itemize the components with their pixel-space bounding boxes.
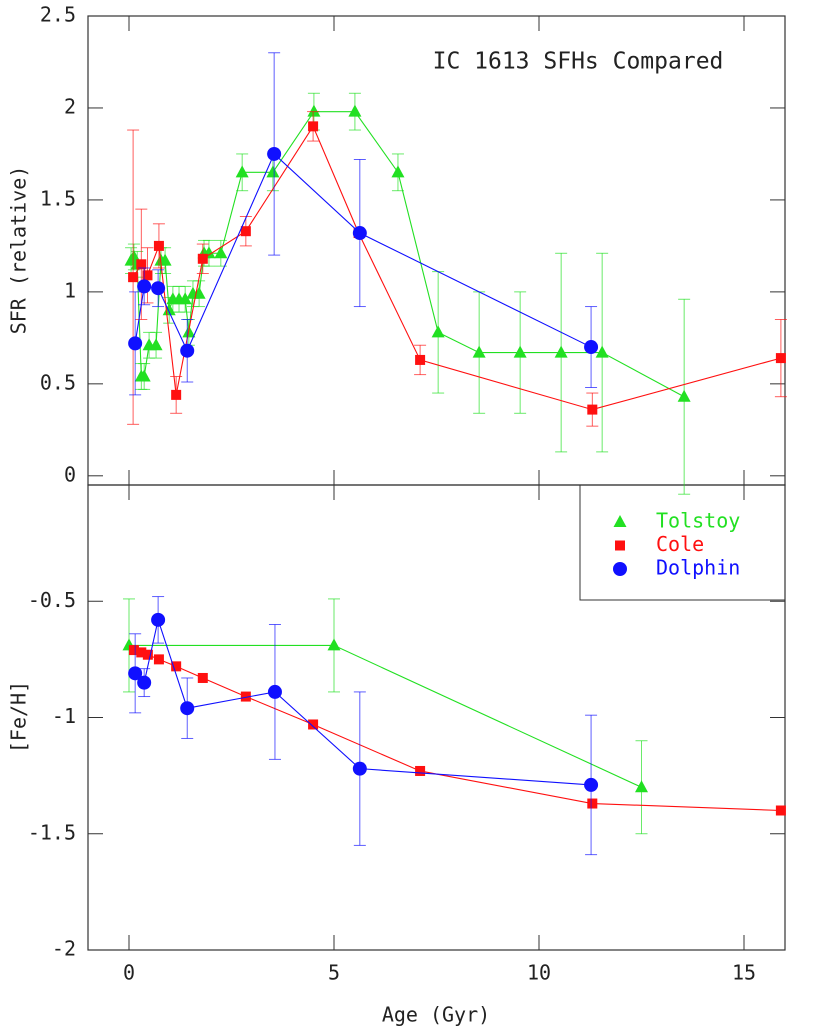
x-tick-label: 10 — [527, 961, 551, 985]
legend-marker — [615, 540, 625, 551]
marker — [180, 343, 195, 358]
y-tick-label: 2.5 — [40, 3, 76, 27]
marker — [142, 270, 153, 281]
top-frame — [87, 15, 786, 486]
marker — [136, 259, 147, 270]
x-tick-label: 0 — [123, 961, 135, 985]
marker — [307, 104, 321, 117]
marker — [137, 675, 152, 690]
marker — [587, 798, 598, 809]
y-tick-label: 2 — [64, 94, 76, 118]
marker — [513, 345, 527, 358]
marker — [142, 649, 153, 660]
marker — [635, 780, 648, 793]
marker — [587, 404, 598, 415]
marker — [584, 777, 599, 792]
marker — [431, 325, 445, 338]
marker — [214, 246, 228, 259]
marker — [775, 805, 786, 816]
marker — [149, 338, 163, 351]
y-tick-label: -0.5 — [28, 588, 76, 612]
y-axis-label: [Fe/H] — [7, 681, 31, 753]
annotation: IC 1613 SFHs Compared — [433, 49, 724, 75]
marker — [554, 345, 568, 358]
marker — [415, 765, 426, 776]
x-tick-label: 15 — [732, 961, 756, 985]
marker — [327, 638, 341, 651]
marker — [240, 691, 251, 702]
marker — [128, 336, 143, 351]
marker — [775, 353, 786, 364]
marker — [267, 146, 282, 161]
legend-label: Cole — [656, 532, 704, 556]
marker — [266, 165, 280, 178]
marker — [415, 354, 426, 365]
marker — [158, 253, 172, 266]
marker — [595, 345, 609, 358]
marker — [391, 165, 405, 178]
marker — [153, 240, 164, 251]
y-tick-label: -1.5 — [28, 820, 76, 844]
marker — [308, 719, 319, 730]
marker — [128, 272, 139, 283]
series-line — [134, 617, 592, 786]
marker — [584, 340, 599, 355]
marker — [136, 647, 147, 658]
y-tick-label: 1 — [64, 278, 76, 302]
marker — [197, 253, 208, 264]
legend-label: Tolstoy — [656, 509, 740, 533]
marker — [472, 345, 486, 358]
marker — [128, 666, 143, 681]
marker — [235, 165, 249, 178]
marker — [180, 701, 195, 716]
marker — [197, 672, 208, 683]
marker — [151, 281, 166, 296]
x-tick-label: 5 — [328, 961, 340, 985]
legend-marker — [613, 515, 627, 527]
marker — [137, 369, 151, 382]
legend-marker — [613, 562, 627, 576]
marker — [171, 389, 182, 400]
marker — [137, 279, 152, 294]
marker — [240, 226, 251, 237]
marker — [348, 104, 362, 117]
series-line — [133, 649, 781, 812]
marker — [153, 654, 164, 665]
marker — [162, 303, 176, 316]
legend-label: Dolphin — [656, 556, 740, 580]
y-tick-label: 1.5 — [40, 186, 76, 210]
y-tick-label: -1 — [52, 704, 76, 728]
y-tick-label: 0 — [64, 462, 76, 486]
marker — [352, 226, 367, 241]
marker — [178, 292, 192, 305]
y-tick-label: 0.5 — [40, 370, 76, 394]
x-axis-label: Age (Gyr) — [382, 1003, 490, 1027]
marker — [267, 684, 282, 699]
y-axis-label: SFR (relative) — [7, 166, 31, 335]
marker — [677, 389, 691, 402]
legend-box — [579, 485, 785, 601]
series-line — [129, 644, 642, 788]
y-tick-label: -2 — [52, 937, 76, 961]
marker — [352, 761, 367, 776]
marker — [128, 645, 139, 656]
marker — [171, 661, 182, 672]
marker — [308, 121, 319, 132]
marker — [151, 612, 166, 627]
